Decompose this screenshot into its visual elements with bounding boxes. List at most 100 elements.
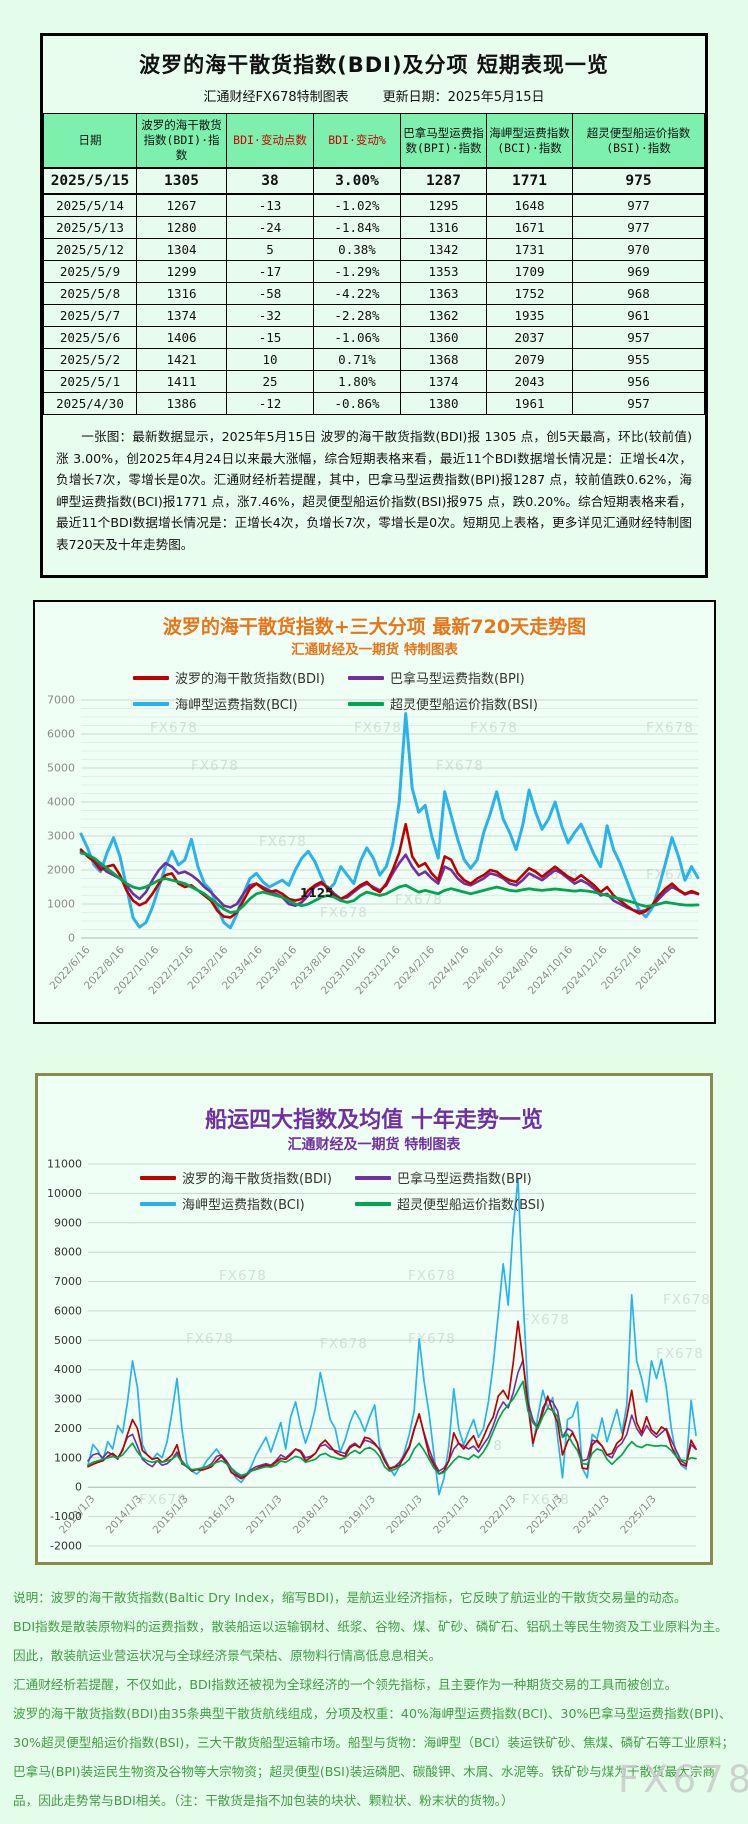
svg-text:10000: 10000	[47, 1187, 82, 1200]
legend-line-bpi	[348, 675, 384, 680]
chart-10year-box: 船运四大指数及均值 十年走势一览 汇通财经及一期货 特制图表 波罗的海干散货指数…	[35, 1073, 713, 1565]
svg-text:1125: 1125	[300, 886, 333, 900]
chart2-legend: 波罗的海干散货指数(BDI) 巴拿马型运费指数(BPI) 海岬型运费指数(BCI) 超…	[140, 1168, 605, 1213]
svg-text:2022/1/3: 2022/1/3	[478, 1493, 518, 1536]
table-cell: 1363	[400, 282, 487, 305]
table-row: 2025/5/7 1374 -32 -2.28% 1362 1935 961	[43, 304, 705, 327]
svg-text:8000: 8000	[54, 1246, 82, 1259]
legend-item-bdi: 波罗的海干散货指数(BDI)	[140, 1168, 355, 1187]
svg-text:FX678: FX678	[395, 892, 443, 908]
svg-text:7000: 7000	[54, 1275, 82, 1288]
note-line: 因此，散装航运业营运状况与全球经济景气荣枯、原物料行情高低息息相关。	[13, 1648, 442, 1663]
svg-text:FX678: FX678	[470, 720, 518, 736]
note-line: 波罗的海干散货指数(BDI)由35条典型干散货航线组成，分项及权重：40%海岬型…	[13, 1706, 732, 1721]
table-cell: 1771	[486, 167, 573, 195]
table-cell: 1374	[400, 370, 487, 393]
table-cell: 975	[572, 167, 705, 195]
table-cell: 1709	[486, 260, 573, 283]
column-header-3: BDI·变动%	[313, 113, 401, 169]
table-cell: 25	[226, 370, 314, 393]
svg-text:6000: 6000	[54, 1304, 82, 1317]
legend-line-bci	[133, 701, 169, 706]
svg-text:5000: 5000	[47, 762, 75, 775]
svg-text:6000: 6000	[47, 728, 75, 741]
legend-item-bci: 海岬型运费指数(BCI)	[133, 694, 348, 713]
chart2-subtitle: 汇通财经及一期货 特制图表	[287, 1137, 461, 1153]
table-cell: 1287	[400, 167, 487, 195]
svg-text:FX678: FX678	[656, 1346, 704, 1362]
svg-text:2024/1/3: 2024/1/3	[571, 1493, 611, 1536]
table-row: 2025/5/15 1305 38 3.00% 1287 1771 975	[43, 167, 705, 195]
table-cell: 1380	[400, 392, 487, 415]
table-row: 2025/5/13 1280 -24 -1.84% 1316 1671 977	[43, 216, 705, 239]
svg-text:FX678: FX678	[408, 1268, 456, 1284]
table-cell: -24	[226, 216, 314, 239]
table-cell: 0.71%	[313, 348, 401, 371]
column-header-4: 巴拿马型运费指数(BPI)·指数	[400, 113, 487, 169]
table-cell: 961	[572, 304, 705, 327]
svg-text:FX678: FX678	[186, 1331, 234, 1347]
table-cell: 2079	[486, 348, 573, 371]
table-cell: 1411	[136, 370, 227, 393]
bdi-table-section: 波罗的海干散货指数(BDI)及分项 短期表现一览 汇通财经FX678特制图表 更新…	[40, 33, 708, 578]
table-summary-text: 一张图：最新数据显示，2025年5月15日 波罗的海干散货指数(BDI)报 13…	[56, 429, 692, 552]
table-row: 2025/5/9 1299 -17 -1.29% 1353 1709 969	[43, 260, 705, 283]
table-cell: 2025/5/12	[43, 238, 137, 261]
table-cell: 1316	[136, 282, 227, 305]
svg-text:2016/1/3: 2016/1/3	[197, 1493, 237, 1536]
table-subtitle-source: 汇通财经FX678特制图表	[203, 90, 349, 105]
legend-label-bci: 海岬型运费指数(BCI)	[182, 1198, 305, 1213]
table-cell: 1299	[136, 260, 227, 283]
column-header-1: 波罗的海干散货指数(BDI)·指数	[136, 113, 227, 169]
svg-text:2025/1/3: 2025/1/3	[618, 1493, 658, 1536]
svg-text:FX678: FX678	[320, 1336, 368, 1352]
table-cell: 970	[572, 238, 705, 261]
svg-text:2019/1/3: 2019/1/3	[338, 1493, 378, 1536]
svg-text:1000: 1000	[54, 1451, 82, 1464]
table-cell: -1.29%	[313, 260, 401, 283]
table-cell: 1267	[136, 193, 227, 217]
chart1-plot: 0 1000 2000 3000 4000 5000 6000 7000 FX678 FX678 F…	[47, 694, 700, 997]
svg-text:3000: 3000	[47, 830, 75, 843]
table-cell: 1353	[400, 260, 487, 283]
bdi-short-term-table: 日期 波罗的海干散货指数(BDI)·指数 BDI·变动点数 BDI·变动% 巴拿马型运费…	[43, 113, 705, 415]
table-cell: 968	[572, 282, 705, 305]
table-cell: -13	[226, 193, 314, 217]
table-cell: 1304	[136, 238, 227, 261]
legend-label-bdi: 波罗的海干散货指数(BDI)	[175, 672, 325, 687]
table-cell: 1421	[136, 348, 227, 371]
table-cell: 3.00%	[313, 167, 401, 195]
table-cell: 1342	[400, 238, 487, 261]
table-cell: 2025/5/7	[43, 304, 137, 327]
svg-text:-1000: -1000	[50, 1510, 82, 1523]
table-row: 2025/5/12 1304 5 0.38% 1342 1731 970	[43, 238, 705, 261]
table-cell: 1374	[136, 304, 227, 327]
svg-text:2021/1/3: 2021/1/3	[431, 1493, 471, 1536]
svg-text:FX678: FX678	[646, 720, 694, 736]
table-cell: 977	[572, 193, 705, 217]
table-cell: 1280	[136, 216, 227, 239]
table-cell: 1316	[400, 216, 487, 239]
footer-notes: 说明：波罗的海干散货指数(Baltic Dry Index，缩写BDI)，是航运…	[13, 1583, 737, 1815]
table-row: 2025/5/14 1267 -13 -1.02% 1295 1648 977	[43, 193, 705, 217]
svg-text:FX678: FX678	[219, 1268, 267, 1284]
note-line: BDI指数是散装原物料的运费指数，散装船运以运输钢材、纸浆、谷物、煤、矿砂、磷矿…	[13, 1619, 728, 1634]
table-cell: -1.84%	[313, 216, 401, 239]
table-cell: -1.02%	[313, 193, 401, 217]
note-line: 30%超灵便型船运价指数(BSI)，三大干散货船型运输市场。船型与货物：海岬型（…	[13, 1735, 735, 1750]
table-cell: -0.86%	[313, 392, 401, 415]
table-cell: 2025/5/9	[43, 260, 137, 283]
table-cell: 0.38%	[313, 238, 401, 261]
legend-line-bdi	[140, 1175, 176, 1180]
table-cell: 2025/5/13	[43, 216, 137, 239]
svg-text:2000: 2000	[47, 864, 75, 877]
svg-text:5000: 5000	[54, 1334, 82, 1347]
table-cell: 2025/4/30	[43, 392, 137, 415]
svg-text:9000: 9000	[54, 1216, 82, 1229]
svg-text:0: 0	[75, 1481, 82, 1494]
legend-item-bpi: 巴拿马型运费指数(BPI)	[355, 1168, 605, 1187]
svg-text:FX678: FX678	[320, 905, 368, 921]
table-cell: 2043	[486, 370, 573, 393]
column-header-0: 日期	[43, 113, 137, 169]
